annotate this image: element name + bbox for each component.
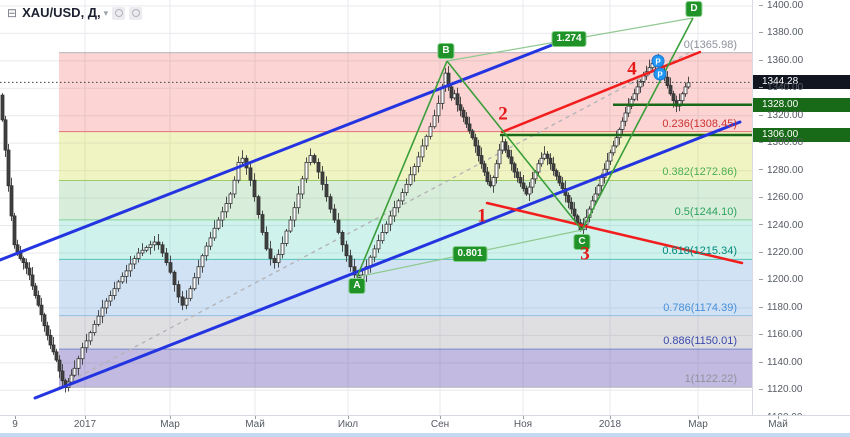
time-tick-9: 9 [12,419,18,430]
price-tick-1280: 1280.00 [759,165,803,176]
red-support-line[interactable] [485,201,744,265]
time-tick-mark [348,416,349,419]
pattern-point-d-badge[interactable]: D [685,1,703,17]
chart-plot-area[interactable] [0,0,752,415]
price-tick-1240: 1240.00 [759,220,803,231]
time-tick-2018: 2018 [598,419,622,430]
fib-ratio-label-0801[interactable]: 0.801 [452,246,488,262]
wave-number-4[interactable]: 4 [627,58,637,80]
price-tick-1180: 1180.00 [759,302,802,313]
price-tick-1340: 1340.00 [759,83,803,93]
wave-number-3[interactable]: 3 [580,243,590,265]
fib-label-1: 1(1122.22) [684,373,737,386]
time-tick-Май: Май [768,419,788,430]
level-price-label-1328: 1328.00 [753,97,850,112]
fib-label-0.236: 0.236(1308.45) [662,117,737,130]
circle-icon [131,9,140,17]
price-tick-1120: 1120.00 [759,385,802,395]
abcd-pattern[interactable] [356,17,694,278]
time-tick-Май: Май [245,419,265,430]
price-tick-1320: 1320.00 [759,110,803,121]
time-tick-mark [15,416,16,419]
time-tick-Ноя: Ноя [513,419,533,430]
symbol-title[interactable]: XAU/USD, Д, [22,5,101,20]
time-tick-mark [85,416,86,419]
legend-toggle-icon[interactable] [112,6,126,20]
time-tick-mark [255,416,256,419]
lower-blue-channel-line[interactable] [33,120,742,400]
pivot-marker-icon[interactable]: P [651,54,665,68]
price-axis[interactable]: 1344.28 1328.00 1306.00 1400.00 1380.00 13… [752,0,850,422]
fib-label-0.886: 0.886(1150.01) [663,335,737,348]
fib-label-0: 0(1365.98) [683,38,737,51]
price-tick-1200: 1200.00 [759,275,803,285]
price-tick-1380: 1380.00 [759,28,803,38]
price-tick-1360: 1360.00 [759,55,803,66]
fib-ratio-label-1274[interactable]: 1.274 [551,31,587,47]
pattern-point-b-badge[interactable]: B [437,43,455,59]
candlestick-series [0,53,691,393]
pivot-marker-icon[interactable]: P [653,67,667,81]
price-tick-1220: 1220.00 [759,248,803,258]
fib-label-0.786: 0.786(1174.39) [663,301,737,314]
gray-dashed-trendline[interactable] [49,51,691,393]
wave-number-1[interactable]: 1 [477,205,487,227]
chart-canvas [0,0,752,415]
price-tick-1140: 1140.00 [759,357,802,368]
time-axis[interactable]: 9 2017 Мар Май Июл Сен Ноя 2018 Мар Май [0,415,850,434]
collapse-legend-icon[interactable]: ⊟ [7,6,18,20]
time-tick-Мар: Мар [160,419,180,430]
legend-settings-icon[interactable] [129,6,143,20]
pattern-point-c-badge[interactable]: C [573,234,591,250]
time-tick-mark [523,416,524,419]
last-price-label: 1344.28 [753,75,850,90]
fib-label-0.5: 0.5(1244.10) [674,205,737,218]
pattern-point-a-badge[interactable]: A [348,278,366,294]
fib-label-0.618: 0.618(1215.34) [662,245,737,258]
time-tick-Сен: Сен [430,419,450,430]
time-tick-mark [698,416,699,419]
time-tick-Июл: Июл [337,419,359,430]
level-price-label-1306: 1306.00 [753,127,850,142]
price-tick-1160: 1160.00 [759,330,802,340]
fib-label-0.382: 0.382(1272.86) [662,166,737,179]
time-tick-mark [170,416,171,419]
time-tick-Мар: Мар [688,419,708,430]
time-tick-mark [440,416,441,419]
price-tick-1400: 1400.00 [759,0,803,11]
window-bottom-strip [0,433,850,437]
red-resistance-line[interactable] [500,50,702,134]
time-tick-mark [778,416,779,419]
fib-level-lines[interactable] [59,52,752,388]
time-tick-2017: 2017 [73,419,97,430]
wave-number-2[interactable]: 2 [498,103,508,125]
symbol-legend[interactable]: ⊟ XAU/USD, Д, ▾ [7,5,143,20]
circle-icon [114,9,123,17]
upper-blue-channel-line[interactable] [0,36,572,262]
price-tick-1300: 1300.00 [759,138,803,148]
price-tick-1260: 1260.00 [759,193,803,203]
gridlines [0,0,752,415]
chevron-down-icon[interactable]: ▾ [103,8,109,18]
time-tick-mark [610,416,611,419]
